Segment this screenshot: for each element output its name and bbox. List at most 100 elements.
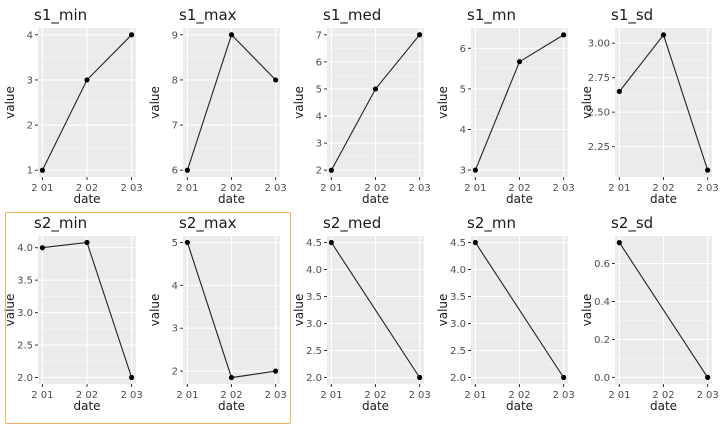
chart-s1_sd-xtick-label: 2 01 xyxy=(608,183,630,194)
chart-s2_max-ytick-label: 3 xyxy=(172,324,178,335)
chart-s1_med-data-point xyxy=(417,32,423,38)
chart-s1_max-ytick-label: 8 xyxy=(172,75,178,86)
chart-s2_med-data-point xyxy=(328,239,334,246)
chart-s2_min-xtick-label: 2 02 xyxy=(76,390,98,401)
chart-s2_mn-series-line xyxy=(474,242,565,378)
chart-s1_med-ytick-label: 6 xyxy=(316,57,322,68)
chart-s1_max-xtick-label: 2 03 xyxy=(265,183,287,194)
chart-s1_max-ylabel: value xyxy=(148,86,162,119)
chart-s2_sd-xtick-label: 2 01 xyxy=(608,390,630,401)
chart-s2_min-data-point xyxy=(39,245,46,251)
chart-s2_med-ytick-label: 4.5 xyxy=(306,238,322,249)
chart-s2_med-series-line xyxy=(330,242,421,378)
chart-s1_sd-xtick-label: 2 02 xyxy=(652,183,674,194)
chart-s1_sd-xlabel: date xyxy=(650,192,677,206)
chart-s1_med-title: s1_med xyxy=(323,6,381,25)
chart-s1_med-xtick-label: 2 03 xyxy=(409,183,431,194)
chart-s1_mn-ytick-label: 6 xyxy=(460,44,466,55)
chart-s2_min-ytick-label: 2.0 xyxy=(17,373,33,384)
chart-s1_min-xlabel: date xyxy=(73,192,100,206)
chart-s1_max-ytick-label: 9 xyxy=(172,30,178,41)
chart-s1_mn-title: s1_mn xyxy=(467,6,516,25)
chart-s1_mn-data-point xyxy=(516,59,523,65)
chart-s2_min-data-point xyxy=(84,239,90,246)
chart-s2_max-xlabel: date xyxy=(218,399,245,413)
chart-s1_med-ytick-label: 7 xyxy=(316,30,322,41)
chart-s1_min-xtick-label: 2 03 xyxy=(120,183,142,194)
chart-s2_max-data-point xyxy=(184,239,190,246)
chart-s1_min-ytick-label: 4 xyxy=(27,30,33,41)
chart-s2_mn-ytick-label: 3.5 xyxy=(450,292,466,303)
chart-s1_med-ytick-label: 2 xyxy=(316,166,322,177)
chart-s1_min-ytick-label: 1 xyxy=(27,166,33,177)
chart-s2_max-ytick-label: 5 xyxy=(172,238,178,249)
chart-s2_min-ytick-label: 3.0 xyxy=(17,308,33,319)
chart-s2_sd-ytick-label: 0.2 xyxy=(594,335,610,346)
chart-s2_max-ylabel: value xyxy=(148,294,162,327)
chart-s1_max-xtick-label: 2 02 xyxy=(220,183,242,194)
chart-s2_mn-ylabel: value xyxy=(436,294,450,327)
chart-s2_sd-ytick-label: 0.0 xyxy=(594,373,610,384)
chart-s2_max-ytick-label: 4 xyxy=(172,281,178,292)
chart-s2_med-xtick-label: 2 03 xyxy=(409,390,431,401)
chart-s2_min-data-point xyxy=(128,374,135,381)
chart-s1_min-ylabel: value xyxy=(3,86,17,119)
chart-s2_sd-xlabel: date xyxy=(650,399,677,413)
chart-s1_mn-data-point xyxy=(472,167,478,173)
chart-s1_min-data-point xyxy=(128,32,135,38)
chart-s1_min-xtick-label: 2 02 xyxy=(76,183,98,194)
chart-s2_mn-data-point xyxy=(561,374,567,381)
chart-s2_min-ylabel: value xyxy=(3,294,17,327)
chart-s2_min-xtick-label: 2 01 xyxy=(31,390,53,401)
chart-s2_med-ytick-label: 2.5 xyxy=(306,346,322,357)
chart-s2_mn-title: s2_mn xyxy=(467,214,516,233)
chart-s1_med-ylabel: value xyxy=(292,86,306,119)
chart-s2_sd-xtick-label: 2 03 xyxy=(697,390,719,401)
chart-s1_sd-xtick-label: 2 03 xyxy=(697,183,719,194)
chart-s2_mn-ytick-label: 2.5 xyxy=(450,346,466,357)
chart-s1_sd-data-point xyxy=(660,32,667,38)
chart-s2_med-ylabel: value xyxy=(292,294,306,327)
chart-s2_mn-xtick-label: 2 01 xyxy=(464,390,486,401)
chart-s2_max-xtick-label: 2 03 xyxy=(265,390,287,401)
chart-s1_sd-data-point xyxy=(616,88,622,95)
chart-s1_med-ytick-label: 5 xyxy=(316,84,322,95)
chart-s1_mn-ytick-label: 5 xyxy=(460,84,466,95)
chart-s2_mn-data-point xyxy=(472,239,478,246)
chart-s1_med-xlabel: date xyxy=(362,192,389,206)
chart-s1_med-ytick-label: 3 xyxy=(316,139,322,150)
chart-s2_max-title: s2_max xyxy=(179,214,237,233)
chart-s1_mn-xtick-label: 2 03 xyxy=(553,183,575,194)
chart-s1_max-data-point xyxy=(273,77,279,83)
chart-s1_sd-title: s1_sd xyxy=(611,6,653,25)
chart-s1_sd-ytick-label: 2.75 xyxy=(588,73,610,84)
chart-s1_sd-ylabel: value xyxy=(580,86,594,119)
chart-s1_min-data-point xyxy=(84,77,90,83)
chart-s1_med-xtick-label: 2 02 xyxy=(364,183,386,194)
chart-s2_med-data-point xyxy=(417,374,423,381)
chart-s2_med-ytick-label: 3.5 xyxy=(306,292,322,303)
chart-s2_min-ytick-label: 4.0 xyxy=(17,243,33,254)
chart-s2_sd-xtick-label: 2 02 xyxy=(652,390,674,401)
chart-s1_mn-data-point xyxy=(561,32,567,38)
chart-s2_min-title: s2_min xyxy=(34,214,87,233)
chart-s2_mn-ytick-label: 2.0 xyxy=(450,373,466,384)
chart-s2_mn-ytick-label: 4.5 xyxy=(450,238,466,249)
chart-s1_mn-xtick-label: 2 02 xyxy=(508,183,530,194)
chart-s1_max-data-point xyxy=(184,167,190,173)
chart-s1_med-ytick-label: 4 xyxy=(316,112,322,123)
chart-s2_max-data-point xyxy=(228,374,235,381)
chart-s2_sd-ylabel: value xyxy=(580,294,594,327)
chart-s1_max-xlabel: date xyxy=(218,192,245,206)
chart-s1_min-data-point xyxy=(39,167,46,173)
chart-s1_mn-ylabel: value xyxy=(436,86,450,119)
chart-s1_min-title: s1_min xyxy=(34,6,87,25)
chart-s1_sd-data-point xyxy=(705,167,711,173)
chart-s1_max-ytick-label: 7 xyxy=(172,121,178,132)
chart-s2_max-ytick-label: 2 xyxy=(172,367,178,378)
chart-s2_mn-xtick-label: 2 03 xyxy=(553,390,575,401)
chart-s1_max-xtick-label: 2 01 xyxy=(176,183,198,194)
chart-s2_sd-title: s2_sd xyxy=(611,214,653,233)
